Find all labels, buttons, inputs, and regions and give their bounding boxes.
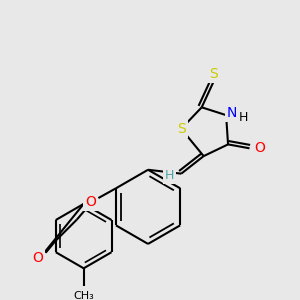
- Text: O: O: [85, 195, 96, 209]
- Text: H: H: [239, 111, 248, 124]
- Text: O: O: [32, 250, 43, 265]
- Text: H: H: [165, 169, 174, 182]
- Text: S: S: [209, 67, 218, 81]
- Text: O: O: [254, 141, 265, 155]
- Text: S: S: [177, 122, 186, 136]
- Text: CH₃: CH₃: [73, 291, 94, 300]
- Text: N: N: [227, 106, 237, 120]
